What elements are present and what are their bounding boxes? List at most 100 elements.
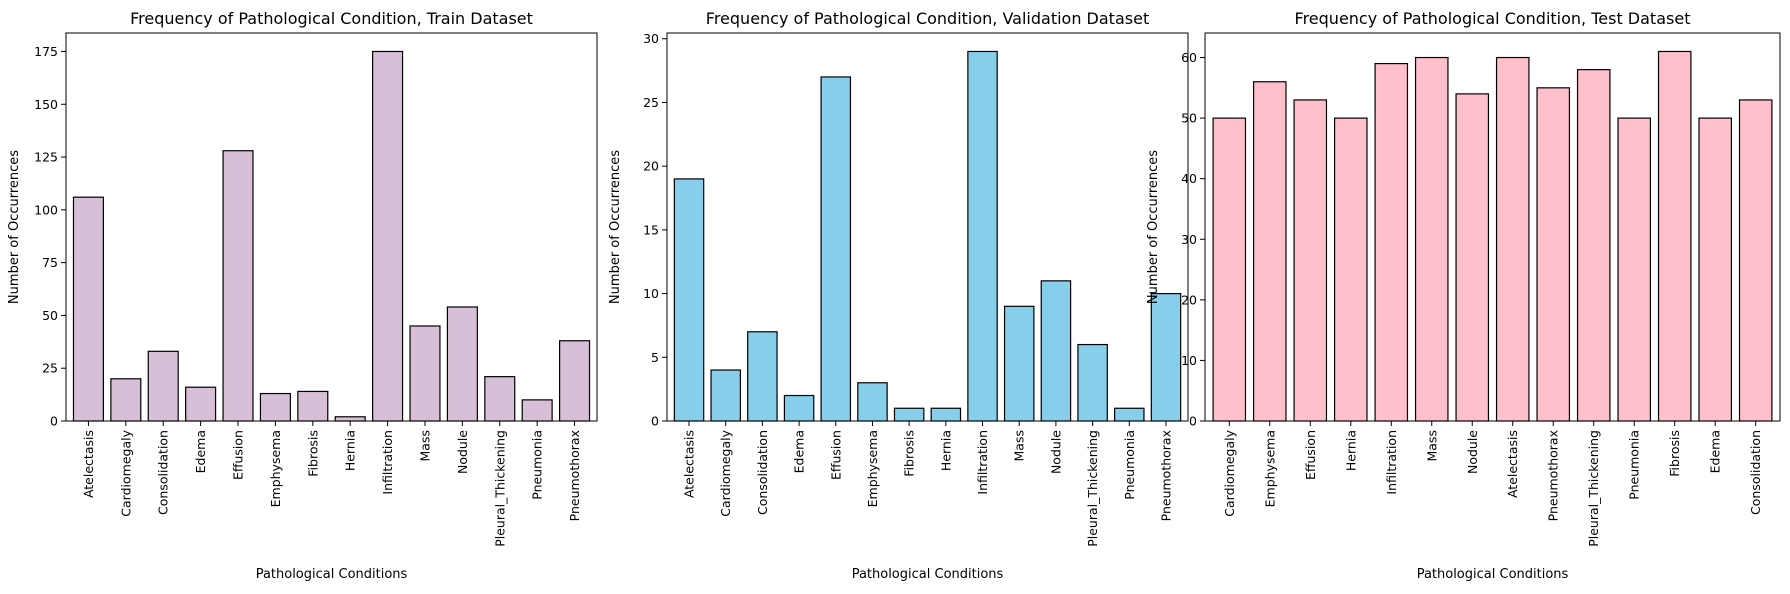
x-tick-label-cardiomegaly: Cardiomegaly (118, 429, 133, 516)
x-tick-label-pneumothorax: Pneumothorax (1158, 430, 1173, 521)
x-tick-label-effusion: Effusion (1303, 430, 1318, 480)
bar-hernia (1333, 117, 1368, 422)
x-tick-label-fibrosis: Fibrosis (1667, 430, 1682, 477)
y-axis-label: Number of Occurrences (608, 150, 623, 304)
x-tick-label-atelectasis: Atelectasis (81, 430, 96, 498)
x-tick-label-effusion: Effusion (231, 430, 246, 480)
chart-panel-3: 0 10 20 30 40 50 60 Cardiomegaly Emphysema Effusi… (1146, 9, 1781, 582)
bar-nodule (446, 306, 478, 422)
bar-effusion (222, 150, 254, 422)
bar-consolidation (747, 331, 778, 422)
bar-pneumonia (521, 399, 553, 422)
bar-fibrosis (1657, 50, 1692, 422)
bar-edema (1698, 117, 1733, 422)
x-tick-label-hernia: Hernia (938, 430, 953, 471)
bar-nodule (1040, 280, 1072, 422)
x-tick-label-infiltration: Infiltration (380, 430, 395, 495)
chart-title: Frequency of Pathological Condition, Tra… (130, 9, 533, 28)
bar-mass (409, 325, 441, 422)
x-tick-label-mass: Mass (1012, 430, 1027, 461)
x-axis-label: Pathological Conditions (1417, 567, 1569, 582)
y-tick-label: 60 (1181, 50, 1197, 65)
y-tick-label: 30 (643, 31, 659, 46)
plot-frame (1204, 32, 1781, 422)
bar-cardiomegaly (710, 369, 741, 422)
x-tick-label-infiltration: Infiltration (975, 430, 990, 495)
y-tick-label: 10 (643, 286, 659, 301)
bar-infiltration (372, 50, 404, 422)
x-tick-label-mass: Mass (1424, 430, 1439, 461)
bar-atelectasis (72, 196, 105, 422)
bar-edema (783, 394, 815, 422)
x-tick-label-consolidation: Consolidation (755, 430, 770, 515)
bar-pneumothorax (1536, 87, 1571, 422)
x-axis-label: Pathological Conditions (256, 567, 408, 582)
bar-edema (185, 386, 217, 422)
bar-cardiomegaly (1212, 117, 1247, 422)
bar-fibrosis (893, 407, 925, 422)
bar-emphysema (1252, 81, 1287, 422)
y-tick-label: 125 (34, 150, 58, 165)
x-tick-label-atelectasis: Atelectasis (682, 430, 697, 498)
x-tick-label-atelectasis: Atelectasis (1505, 430, 1520, 498)
y-tick-label: 0 (1189, 414, 1197, 429)
x-tick-label-cardiomegaly: Cardiomegaly (1222, 429, 1237, 516)
bar-consolidation (147, 350, 179, 422)
x-tick-label-edema: Edema (792, 430, 807, 473)
x-tick-label-edema: Edema (1708, 430, 1723, 473)
plot-frame (65, 32, 598, 422)
bar-emphysema (259, 392, 291, 422)
x-tick-label-pneumothorax: Pneumothorax (1546, 430, 1561, 521)
y-tick-label: 20 (1181, 292, 1197, 307)
bar-cardiomegaly (110, 378, 142, 422)
x-tick-label-consolidation: Consolidation (156, 430, 171, 515)
y-tick-label: 40 (1181, 171, 1197, 186)
y-tick-label: 75 (42, 255, 58, 270)
x-tick-label-pleural_thickening: Pleural_Thickening (492, 430, 507, 547)
y-tick-label: 20 (643, 159, 659, 174)
bar-pleural_thickening (1077, 343, 1108, 422)
bar-pneumonia (1617, 117, 1652, 422)
bar-nodule (1455, 93, 1490, 422)
x-tick-label-effusion: Effusion (828, 430, 843, 480)
y-tick-label: 150 (34, 97, 58, 112)
bar-infiltration (1374, 62, 1409, 422)
bar-pneumonia (1114, 407, 1145, 422)
x-tick-label-pleural_thickening: Pleural_Thickening (1586, 430, 1601, 547)
x-tick-label-emphysema: Emphysema (1262, 430, 1277, 507)
chart-panel-1: 0 25 50 75 100 125 150 175 Atelectasis Cardiomega… (7, 9, 598, 582)
y-tick-label: 5 (651, 350, 659, 365)
chart-title: Frequency of Pathological Condition, Tes… (1295, 9, 1691, 28)
x-tick-label-pneumonia: Pneumonia (1627, 430, 1642, 500)
x-tick-label-edema: Edema (193, 430, 208, 473)
y-tick-label: 50 (1181, 111, 1197, 126)
x-tick-label-pleural_thickening: Pleural_Thickening (1085, 430, 1100, 547)
x-tick-label-emphysema: Emphysema (268, 430, 283, 507)
chart-panel-2: 0 5 10 15 20 25 30 Atelectasis Cardiomegaly Conso… (608, 9, 1189, 582)
y-tick-label: 15 (643, 222, 659, 237)
x-tick-label-cardiomegaly: Cardiomegaly (718, 429, 733, 516)
plot-frame (666, 32, 1189, 422)
y-tick-label: 50 (42, 308, 58, 323)
bar-mass (1414, 56, 1449, 422)
x-tick-label-hernia: Hernia (1343, 430, 1358, 471)
bar-hernia (930, 407, 962, 422)
bar-effusion (820, 76, 852, 422)
y-axis-label: Number of Occurrences (1146, 150, 1161, 304)
x-axis-label: Pathological Conditions (852, 567, 1004, 582)
y-tick-label: 25 (42, 361, 58, 376)
x-tick-label-nodule: Nodule (455, 430, 470, 474)
y-tick-label: 25 (643, 95, 659, 110)
x-tick-label-mass: Mass (417, 430, 432, 461)
bar-pneumothorax (1150, 292, 1182, 422)
bar-pneumothorax (559, 340, 591, 422)
bar-hernia (334, 416, 366, 422)
bar-atelectasis (1495, 56, 1530, 422)
y-tick-label: 10 (1181, 353, 1197, 368)
bar-pleural_thickening (1576, 69, 1611, 422)
x-tick-label-nodule: Nodule (1465, 430, 1480, 474)
x-tick-label-pneumonia: Pneumonia (1122, 430, 1137, 500)
x-tick-label-infiltration: Infiltration (1384, 430, 1399, 495)
